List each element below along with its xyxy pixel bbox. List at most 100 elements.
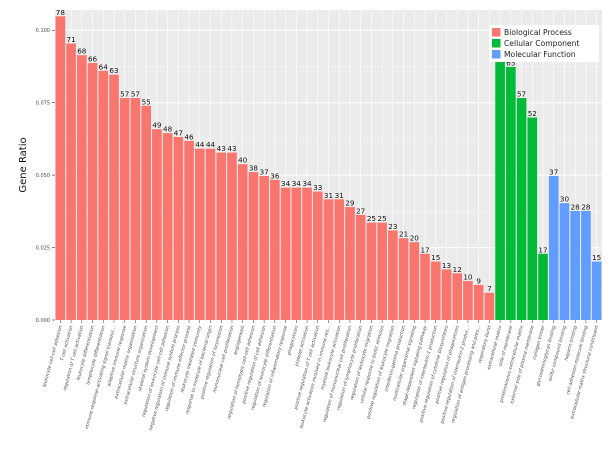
bar — [87, 63, 98, 320]
data-label: 10 — [463, 273, 473, 282]
y-tick-label: 0.075 — [36, 101, 50, 107]
legend-swatch — [492, 28, 501, 37]
bar — [130, 98, 141, 320]
bar — [420, 253, 430, 320]
y-axis: 0.000 0.025 0.050 0.075 0.100 — [36, 28, 55, 324]
data-label: 33 — [313, 183, 322, 192]
bar — [398, 238, 409, 320]
data-label: 37 — [260, 167, 269, 176]
bar — [559, 203, 570, 320]
bar — [162, 133, 173, 320]
bar — [506, 66, 516, 320]
data-label: 46 — [184, 132, 194, 141]
data-label: 21 — [399, 230, 408, 239]
bar — [55, 16, 66, 320]
data-label: 31 — [335, 191, 344, 200]
data-label: 49 — [152, 121, 162, 130]
bar — [570, 210, 581, 320]
bar — [366, 222, 377, 320]
data-label: 27 — [356, 206, 365, 215]
data-label: 37 — [549, 167, 558, 176]
bar — [66, 43, 76, 321]
bar — [355, 214, 366, 320]
data-label: 64 — [99, 62, 109, 71]
bar — [184, 140, 194, 320]
data-label: 15 — [592, 253, 601, 262]
bar — [516, 98, 527, 320]
bars — [55, 16, 602, 321]
bar — [441, 269, 452, 320]
data-label: 68 — [77, 47, 87, 56]
y-axis-title: Gene Ratio — [18, 137, 29, 192]
data-label: 47 — [174, 128, 183, 137]
data-label: 66 — [88, 55, 98, 64]
legend-label: Cellular Component — [504, 39, 579, 48]
bar — [141, 105, 151, 320]
bar — [377, 222, 387, 320]
data-label: 44 — [195, 140, 205, 149]
data-label: 71 — [67, 35, 76, 44]
bar — [484, 292, 495, 320]
data-label: 31 — [324, 191, 333, 200]
bar — [345, 207, 355, 320]
data-label: 38 — [249, 164, 259, 173]
data-label: 40 — [238, 156, 248, 165]
bar — [248, 172, 259, 320]
bar — [495, 39, 505, 321]
bar — [581, 210, 591, 320]
bar — [473, 284, 484, 320]
data-label: 13 — [442, 261, 451, 270]
data-label: 7 — [487, 284, 492, 293]
legend: Biological Process Cellular Component Mole… — [489, 25, 599, 62]
bar — [227, 152, 237, 320]
data-label: 52 — [528, 109, 537, 118]
bar — [538, 253, 548, 320]
legend-swatch — [492, 50, 501, 59]
data-label: 29 — [345, 199, 355, 208]
bar — [548, 175, 559, 320]
bar — [270, 179, 280, 320]
data-label: 34 — [302, 179, 312, 188]
bar — [388, 230, 398, 320]
bar — [452, 273, 463, 320]
bar — [280, 187, 291, 320]
y-tick-label: 0.025 — [36, 245, 50, 251]
data-label: 30 — [560, 195, 570, 204]
bar — [527, 117, 538, 320]
legend-swatch — [492, 39, 501, 48]
bar — [194, 148, 205, 320]
bar — [109, 74, 119, 320]
data-label: 57 — [517, 90, 526, 99]
legend-label: Biological Process — [504, 28, 572, 37]
bar — [205, 148, 216, 320]
bar — [173, 136, 184, 320]
data-label: 25 — [367, 214, 376, 223]
data-label: 28 — [571, 202, 581, 211]
bar — [409, 242, 420, 320]
bar — [259, 175, 269, 320]
data-label: 23 — [388, 222, 397, 231]
bar — [312, 191, 323, 320]
data-label: 28 — [581, 202, 591, 211]
data-label: 48 — [163, 125, 173, 134]
data-label: 55 — [142, 97, 151, 106]
bar — [302, 187, 312, 320]
bar — [119, 98, 130, 320]
data-label: 57 — [120, 90, 129, 99]
data-label: 34 — [281, 179, 291, 188]
data-label: 12 — [453, 265, 462, 274]
data-label: 17 — [538, 245, 547, 254]
y-tick-label: 0.100 — [36, 28, 50, 34]
bar — [98, 70, 109, 320]
data-label: 63 — [109, 66, 118, 75]
bar — [237, 164, 248, 320]
data-label: 20 — [410, 234, 420, 243]
data-label: 57 — [131, 90, 140, 99]
bar — [152, 129, 162, 320]
data-label: 78 — [56, 8, 66, 17]
bar — [76, 55, 87, 320]
data-label: 36 — [270, 171, 280, 180]
bar — [291, 187, 302, 320]
